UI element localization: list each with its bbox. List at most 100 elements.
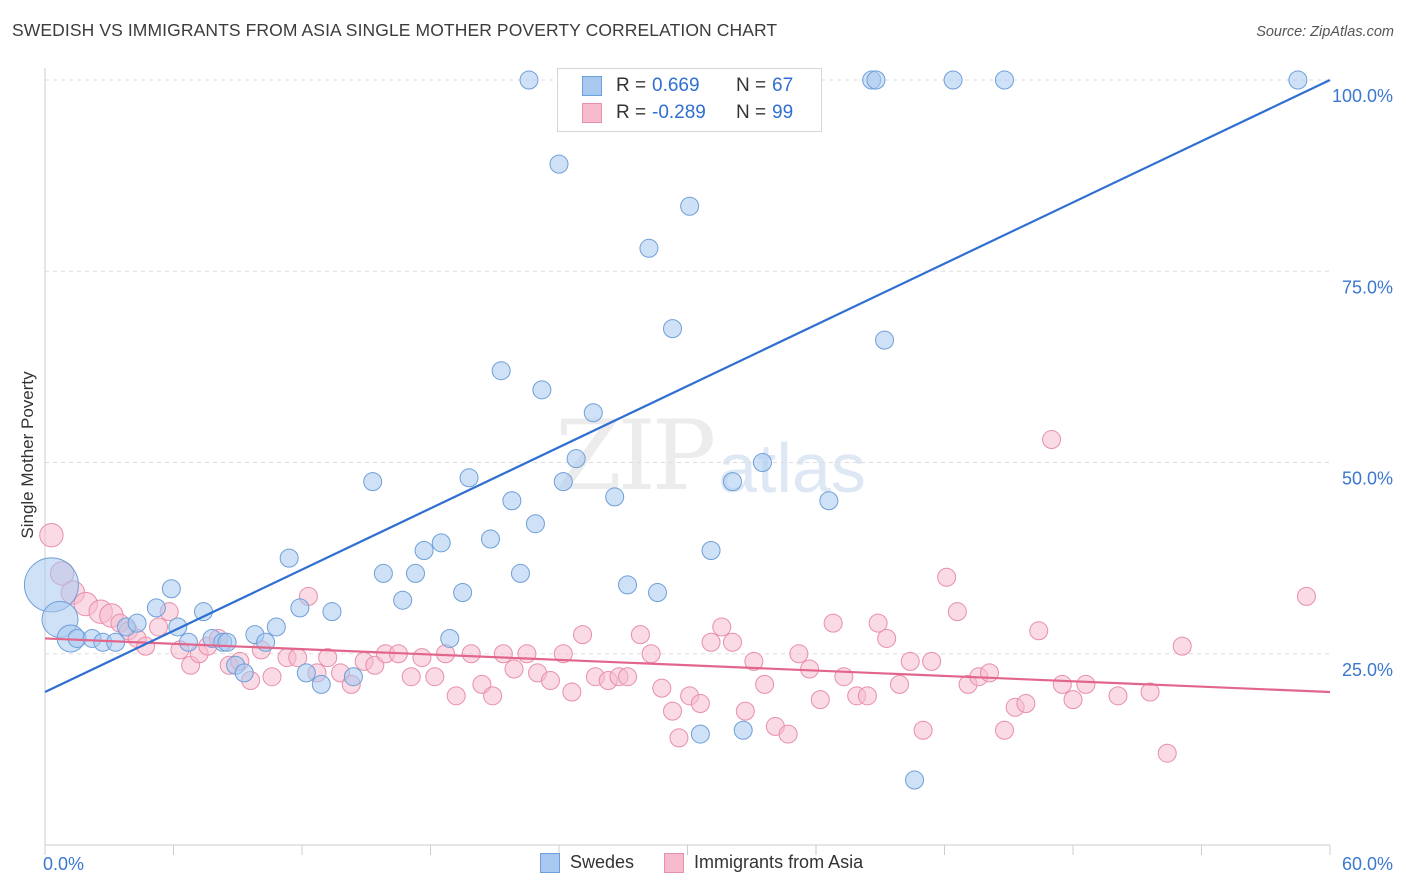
swedes-point bbox=[819, 491, 839, 511]
asia-point bbox=[573, 625, 593, 645]
x-tick-label: 60.0% bbox=[1342, 854, 1393, 874]
asia-point bbox=[810, 690, 830, 710]
asia-point bbox=[947, 602, 967, 622]
swedes-point bbox=[480, 529, 500, 549]
swedes-point bbox=[296, 663, 316, 683]
asia-point bbox=[1052, 674, 1072, 694]
y-tick-label: 25.0% bbox=[1342, 660, 1393, 680]
asia-point bbox=[540, 671, 560, 691]
swedes-point bbox=[453, 583, 473, 603]
swedes-point bbox=[127, 613, 147, 633]
swedes-point bbox=[502, 491, 522, 511]
swedes-point bbox=[605, 487, 625, 507]
swedes-point bbox=[343, 667, 363, 687]
legend-item-asia[interactable]: Immigrants from Asia bbox=[664, 852, 863, 873]
swedes-point bbox=[549, 154, 569, 174]
y-axis-label: Single Mother Poverty bbox=[18, 371, 37, 539]
swedes-point bbox=[663, 319, 683, 339]
asia-point bbox=[823, 613, 843, 633]
legend-row-swedes: R = 0.669 N = 67 bbox=[558, 73, 793, 99]
swedes-point bbox=[1288, 70, 1308, 90]
watermark-atlas: atlas bbox=[718, 429, 866, 507]
swedes-point bbox=[311, 674, 331, 694]
asia-point bbox=[913, 720, 933, 740]
asia-point bbox=[663, 701, 683, 721]
swedes-point bbox=[583, 403, 603, 423]
asia-point bbox=[890, 674, 910, 694]
asia-point bbox=[318, 648, 338, 668]
swedes-point bbox=[440, 628, 460, 648]
swedes-point bbox=[266, 617, 286, 637]
asia-point bbox=[1076, 674, 1096, 694]
swedes-point bbox=[146, 598, 166, 618]
asia-point bbox=[1016, 693, 1036, 713]
asia-point bbox=[562, 682, 582, 702]
swedes-point bbox=[178, 632, 198, 652]
legend-r-label: R = bbox=[616, 102, 647, 123]
asia-point bbox=[652, 678, 672, 698]
swedes-point bbox=[491, 361, 511, 381]
asia-point bbox=[994, 720, 1014, 740]
swedes-point bbox=[648, 583, 668, 603]
swedes-point bbox=[363, 472, 383, 492]
asia-point bbox=[937, 567, 957, 587]
asia-point bbox=[504, 659, 524, 679]
swedes-point bbox=[722, 472, 742, 492]
asia-point bbox=[517, 644, 537, 664]
asia-point bbox=[425, 667, 445, 687]
chart-title: SWEDISH VS IMMIGRANTS FROM ASIA SINGLE M… bbox=[12, 20, 778, 40]
swedes-point bbox=[290, 598, 310, 618]
swedes-point bbox=[566, 449, 586, 469]
swedes-point bbox=[193, 602, 213, 622]
legend-r-label: R = bbox=[616, 75, 647, 96]
swedes-swatch bbox=[540, 852, 560, 873]
asia-point bbox=[1296, 586, 1316, 606]
legend-n-value: 99 bbox=[772, 102, 794, 123]
asia-point bbox=[262, 667, 282, 687]
source-label: Source: ZipAtlas.com bbox=[1256, 24, 1394, 40]
swedes-point bbox=[680, 196, 700, 216]
swedes-point bbox=[393, 590, 413, 610]
swedes-point bbox=[406, 563, 426, 583]
legend-r-value: -0.289 bbox=[652, 102, 706, 123]
asia-point bbox=[461, 644, 481, 664]
asia-point bbox=[1063, 690, 1083, 710]
legend-n-label: N = bbox=[736, 75, 767, 96]
asia-point bbox=[618, 667, 638, 687]
asia-point bbox=[789, 644, 809, 664]
swedes-point bbox=[234, 663, 254, 683]
swedes-point bbox=[525, 514, 545, 534]
swedes-point bbox=[994, 70, 1014, 90]
swedes-point bbox=[510, 563, 530, 583]
asia-point bbox=[446, 686, 466, 706]
series-legend: Swedes Immigrants from Asia bbox=[540, 852, 893, 873]
y-tick-label: 75.0% bbox=[1342, 277, 1393, 297]
correlation-legend: R = 0.669 N = 67 R = -0.289 N = 99 bbox=[557, 68, 822, 132]
legend-item-swedes[interactable]: Swedes bbox=[540, 852, 634, 873]
legend-label-asia: Immigrants from Asia bbox=[694, 852, 864, 872]
asia-point bbox=[1108, 686, 1128, 706]
y-tick-label: 50.0% bbox=[1342, 469, 1393, 489]
asia-point bbox=[922, 651, 942, 671]
asia-point bbox=[553, 644, 573, 664]
swedes-point bbox=[701, 540, 721, 560]
asia-swatch bbox=[664, 852, 685, 873]
swedes-point bbox=[553, 472, 573, 492]
swedes-point bbox=[875, 330, 895, 350]
swedes-point bbox=[161, 579, 181, 599]
asia-point bbox=[979, 663, 999, 683]
legend-row-asia: R = -0.289 N = 99 bbox=[558, 100, 793, 126]
swedes-point bbox=[431, 533, 451, 553]
swedes-point bbox=[459, 468, 479, 488]
asia-point bbox=[401, 667, 421, 687]
swedes-point bbox=[618, 575, 638, 595]
asia-point bbox=[493, 644, 513, 664]
swedes-point bbox=[414, 540, 434, 560]
asia-point bbox=[712, 617, 732, 637]
asia-point bbox=[755, 674, 775, 694]
asia-trend-line bbox=[44, 637, 1331, 694]
swedes-point bbox=[905, 770, 925, 790]
asia-point bbox=[690, 693, 710, 713]
swedes-point bbox=[519, 70, 539, 90]
asia-point bbox=[778, 724, 798, 744]
